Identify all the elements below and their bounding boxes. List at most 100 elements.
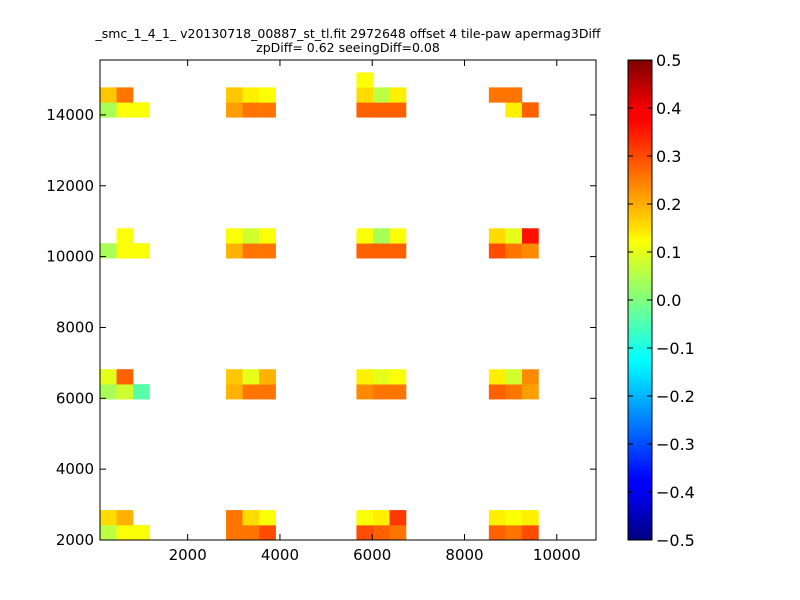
- heatmap-cell: [242, 510, 260, 526]
- y-tick-label: 8000: [56, 318, 94, 336]
- heatmap-cell: [242, 243, 260, 259]
- chart-title-line1: _smc_1_4_1_ v20130718_00887_st_tl.fit 29…: [94, 26, 600, 41]
- heatmap-cell: [488, 525, 506, 541]
- heatmap-cell: [133, 525, 150, 541]
- heatmap-cell: [356, 525, 374, 541]
- y-tick-label: 10000: [46, 248, 94, 266]
- heatmap-cell: [488, 369, 506, 385]
- heatmap-cell: [100, 369, 117, 385]
- heatmap-cell: [226, 102, 243, 118]
- heatmap-cell: [226, 525, 243, 541]
- colorbar-ticks: −0.5 −0.4 −0.3 −0.2 −0.1 0.0 0.1 0.2 0.3 0.4 0.5: [628, 51, 695, 550]
- heatmap-cell: [389, 510, 407, 526]
- heatmap-cell: [259, 228, 276, 244]
- plot-frame: [99, 59, 597, 541]
- heatmap-cell: [116, 525, 134, 541]
- heatmap-cell: [505, 228, 523, 244]
- heatmap-cell: [259, 87, 276, 103]
- colorbar-tick-label: −0.3: [656, 435, 695, 454]
- colorbar-tick-label: 0.3: [656, 147, 681, 166]
- heatmap-cell: [242, 87, 260, 103]
- heatmap-cell: [372, 102, 390, 118]
- heatmap-cell: [133, 384, 150, 400]
- heatmap-cell: [100, 102, 117, 118]
- heatmap-cell: [259, 510, 276, 526]
- heatmap-cell: [226, 87, 243, 103]
- heatmap-cell: [389, 525, 407, 541]
- heatmap-cell: [259, 369, 276, 385]
- colorbar-tick-label: 0.1: [656, 243, 681, 262]
- colorbar-tick-label: −0.5: [656, 531, 695, 550]
- heatmap-cell: [100, 510, 117, 526]
- heatmap-cell: [133, 102, 150, 118]
- heatmap-cell: [116, 384, 134, 400]
- heatmap-cell: [389, 369, 407, 385]
- heatmap-cell: [116, 369, 134, 385]
- heatmap-cell: [116, 102, 134, 118]
- heatmap-cell: [226, 243, 243, 259]
- colorbar-tick-label: 0.0: [656, 291, 681, 310]
- heatmap-cell: [100, 384, 117, 400]
- heatmap-cell: [226, 510, 243, 526]
- heatmap-cell: [356, 384, 374, 400]
- heatmap-cell: [356, 243, 374, 259]
- heatmap-cell: [488, 510, 506, 526]
- y-tick-label: 14000: [46, 106, 94, 124]
- y-tick-label: 4000: [56, 460, 94, 478]
- colorbar-tick-label: −0.2: [656, 387, 695, 406]
- heatmap-cell: [116, 87, 134, 103]
- heatmap-cell: [242, 102, 260, 118]
- heatmap-cell: [259, 384, 276, 400]
- heatmap-cell: [372, 228, 390, 244]
- heatmap-cell: [389, 87, 407, 103]
- heatmap-cell: [242, 384, 260, 400]
- heatmap-cell: [116, 228, 134, 244]
- heatmap-cell: [521, 102, 539, 118]
- heatmap-cell: [242, 369, 260, 385]
- heatmap-cell: [521, 384, 539, 400]
- heatmap-cell: [372, 525, 390, 541]
- heatmap-cell: [226, 369, 243, 385]
- heatmap-cell: [372, 510, 390, 526]
- colorbar-tick-label: −0.4: [656, 483, 695, 502]
- heatmap-cell: [488, 228, 506, 244]
- x-tick-label: 8000: [445, 546, 483, 564]
- chart-title-line2: zpDiff= 0.62 seeingDiff=0.08: [256, 40, 440, 55]
- heatmap-cell: [521, 369, 539, 385]
- heatmap-cell: [226, 228, 243, 244]
- heatmap-cell: [505, 369, 523, 385]
- heatmap-cell: [100, 525, 117, 541]
- plot-area: 2000 4000 6000 8000 10000 2000 4000 6000 8000 10…: [46, 59, 597, 564]
- heatmap-cell: [372, 87, 390, 103]
- x-tick-label: 10000: [533, 546, 581, 564]
- heatmap-cell: [356, 510, 374, 526]
- heatmap-cell: [505, 102, 523, 118]
- heatmap-cell: [505, 87, 523, 103]
- colorbar-tick-label: −0.1: [656, 339, 695, 358]
- heatmap-cell: [372, 369, 390, 385]
- heatmap-cell: [488, 384, 506, 400]
- heatmap-cell: [116, 243, 134, 259]
- heatmap-cell: [259, 243, 276, 259]
- heatmap-cell: [505, 525, 523, 541]
- heatmap-cell: [521, 525, 539, 541]
- colorbar-tick-label: 0.2: [656, 195, 681, 214]
- x-tick-label: 2000: [169, 546, 207, 564]
- colorbar-tick-label: 0.4: [656, 99, 681, 118]
- heatmap-cell: [389, 384, 407, 400]
- heatmap-cell: [488, 243, 506, 259]
- heatmap-cell: [505, 510, 523, 526]
- heatmap-cell: [356, 228, 374, 244]
- heatmap-cell: [226, 384, 243, 400]
- heatmap-cell: [372, 243, 390, 259]
- y-tick-label: 12000: [46, 177, 94, 195]
- heatmap-cell: [521, 510, 539, 526]
- heatmap-cell: [505, 243, 523, 259]
- y-tick-label: 2000: [56, 531, 94, 549]
- heatmap-cell: [488, 87, 506, 103]
- heatmap-cell: [521, 243, 539, 259]
- heatmap-cell: [259, 525, 276, 541]
- x-axis: 2000 4000 6000 8000 10000: [169, 60, 581, 564]
- heatmap-cell: [356, 369, 374, 385]
